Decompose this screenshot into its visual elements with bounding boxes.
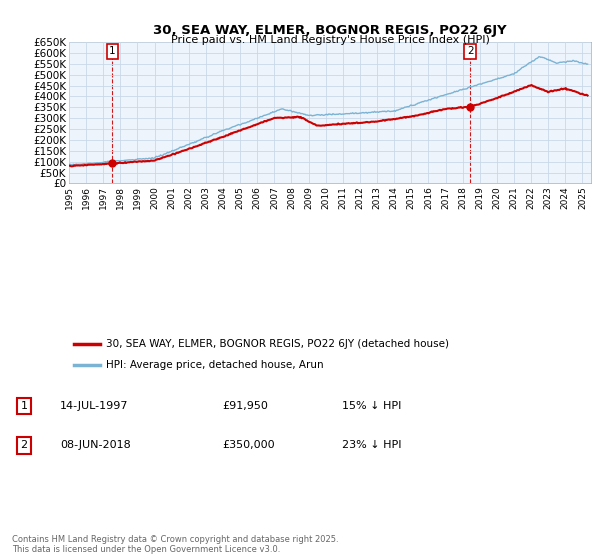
Text: 1: 1 [109,46,116,56]
Text: 23% ↓ HPI: 23% ↓ HPI [342,440,401,450]
Text: Contains HM Land Registry data © Crown copyright and database right 2025.
This d: Contains HM Land Registry data © Crown c… [12,535,338,554]
Text: 2: 2 [20,440,28,450]
Text: £91,950: £91,950 [222,401,268,411]
Text: 30, SEA WAY, ELMER, BOGNOR REGIS, PO22 6JY (detached house): 30, SEA WAY, ELMER, BOGNOR REGIS, PO22 6… [106,339,449,349]
Text: 30, SEA WAY, ELMER, BOGNOR REGIS, PO22 6JY: 30, SEA WAY, ELMER, BOGNOR REGIS, PO22 6… [153,24,507,36]
Text: Price paid vs. HM Land Registry's House Price Index (HPI): Price paid vs. HM Land Registry's House … [170,35,490,45]
Text: £350,000: £350,000 [222,440,275,450]
Text: 2: 2 [467,46,473,56]
Text: 1: 1 [20,401,28,411]
Text: 08-JUN-2018: 08-JUN-2018 [60,440,131,450]
Text: 14-JUL-1997: 14-JUL-1997 [60,401,128,411]
Text: 15% ↓ HPI: 15% ↓ HPI [342,401,401,411]
Text: HPI: Average price, detached house, Arun: HPI: Average price, detached house, Arun [106,360,323,370]
